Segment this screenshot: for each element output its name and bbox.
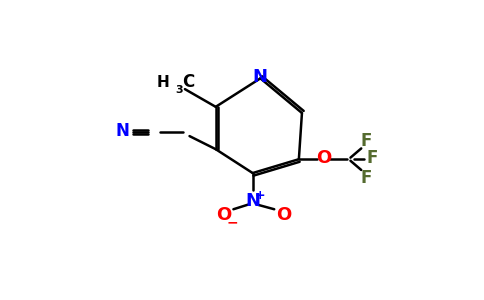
Text: F: F [366, 149, 378, 167]
Text: +: + [254, 189, 265, 202]
Text: N: N [245, 192, 260, 210]
Text: O: O [216, 206, 232, 224]
Text: −: − [226, 215, 238, 229]
Text: O: O [316, 149, 331, 167]
Text: C: C [182, 73, 194, 91]
Text: H: H [157, 75, 169, 90]
Text: F: F [360, 132, 372, 150]
Text: N: N [116, 122, 130, 140]
Text: O: O [276, 206, 291, 224]
Text: 3: 3 [175, 85, 182, 95]
Text: N: N [253, 68, 268, 86]
Text: F: F [360, 169, 372, 187]
